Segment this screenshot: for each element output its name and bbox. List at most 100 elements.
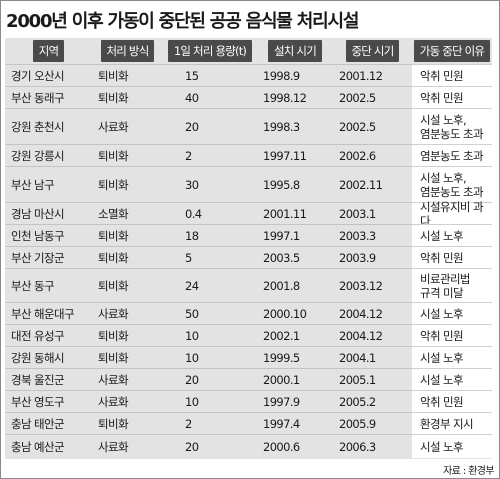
cell-installed: 2001.8 [257, 268, 333, 302]
header-stopped: 중단 시기 [345, 40, 400, 62]
cell-method: 사료화 [92, 434, 163, 458]
cell-stopped: 2003.1 [333, 202, 412, 224]
cell-region: 부산 해운대구 [5, 302, 92, 324]
cell-capacity: 10 [163, 390, 257, 412]
cell-capacity: 10 [163, 324, 257, 346]
cell-installed: 1997.4 [257, 412, 333, 434]
cell-reason: 시설 노후 [412, 346, 492, 368]
cell-capacity: 0.4 [163, 202, 257, 224]
cell-capacity: 10 [163, 346, 257, 368]
cell-stopped: 2005.9 [333, 412, 412, 434]
cell-method: 소멸화 [92, 202, 163, 224]
cell-reason: 악취 민원 [412, 246, 492, 268]
cell-capacity: 2 [163, 144, 257, 166]
cell-stopped: 2003.3 [333, 224, 412, 246]
cell-installed: 2000.10 [257, 302, 333, 324]
cell-region: 충남 예산군 [5, 434, 92, 458]
cell-region: 부산 영도구 [5, 390, 92, 412]
cell-reason: 시설 노후, 염분농도 초과 [412, 108, 492, 144]
cell-stopped: 2003.9 [333, 246, 412, 268]
cell-stopped: 2004.12 [333, 302, 412, 324]
cell-installed: 2003.5 [257, 246, 333, 268]
header-reason: 가동 중단 이유 [413, 40, 491, 62]
header-installed: 설치 시기 [268, 40, 322, 62]
header-region: 지역 [32, 40, 65, 62]
cell-region: 충남 태안군 [5, 412, 92, 434]
cell-method: 사료화 [92, 390, 163, 412]
cell-installed: 2002.1 [257, 324, 333, 346]
cell-region: 부산 기장군 [5, 246, 92, 268]
cell-method: 퇴비화 [92, 224, 163, 246]
cell-region: 부산 동래구 [5, 86, 92, 108]
cell-method: 퇴비화 [92, 324, 163, 346]
cell-region: 인천 남동구 [5, 224, 92, 246]
cell-installed: 1997.1 [257, 224, 333, 246]
cell-installed: 1995.8 [257, 166, 333, 202]
cell-stopped: 2002.5 [333, 108, 412, 144]
cell-method: 퇴비화 [92, 86, 163, 108]
cell-method: 퇴비화 [92, 346, 163, 368]
cell-capacity: 20 [163, 108, 257, 144]
cell-installed: 1998.9 [257, 64, 333, 86]
cell-capacity: 50 [163, 302, 257, 324]
cell-region: 경기 오산시 [5, 64, 92, 86]
cell-reason: 악취 민원 [412, 390, 492, 412]
cell-region: 경남 마산시 [5, 202, 92, 224]
cell-stopped: 2006.3 [333, 434, 412, 458]
cell-region: 강원 강릉시 [5, 144, 92, 166]
cell-stopped: 2002.6 [333, 144, 412, 166]
cell-stopped: 2001.12 [333, 64, 412, 86]
cell-reason: 시설 노후 [412, 368, 492, 390]
cell-region: 경북 울진군 [5, 368, 92, 390]
facility-table: 지역 처리 방식 1일 처리 용량(t) 설치 시기 중단 시기 가동 중단 이… [5, 38, 492, 458]
cell-method: 퇴비화 [92, 144, 163, 166]
cell-stopped: 2005.1 [333, 368, 412, 390]
cell-reason: 염분농도 초과 [412, 144, 492, 166]
cell-method: 퇴비화 [92, 268, 163, 302]
cell-stopped: 2004.12 [333, 324, 412, 346]
cell-method: 퇴비화 [92, 246, 163, 268]
cell-stopped: 2002.5 [333, 86, 412, 108]
cell-installed: 2000.1 [257, 368, 333, 390]
cell-method: 사료화 [92, 302, 163, 324]
cell-method: 퇴비화 [92, 64, 163, 86]
cell-reason: 시설 노후 [412, 434, 492, 458]
cell-method: 사료화 [92, 368, 163, 390]
cell-region: 부산 동구 [5, 268, 92, 302]
cell-installed: 1997.11 [257, 144, 333, 166]
page-title: 2000년 이후 가동이 중단된 공공 음식물 처리시설 [6, 11, 359, 32]
cell-reason: 악취 민원 [412, 86, 492, 108]
cell-reason: 환경부 지시 [412, 412, 492, 434]
cell-stopped: 2002.11 [333, 166, 412, 202]
cell-installed: 1998.12 [257, 86, 333, 108]
cell-reason: 악취 민원 [412, 64, 492, 86]
cell-reason: 비료관리법 규격 미달 [412, 268, 492, 302]
cell-reason: 시설 노후 [412, 302, 492, 324]
cell-installed: 2001.11 [257, 202, 333, 224]
cell-region: 강원 동해시 [5, 346, 92, 368]
cell-region: 부산 남구 [5, 166, 92, 202]
cell-region: 강원 춘천시 [5, 108, 92, 144]
cell-capacity: 40 [163, 86, 257, 108]
cell-installed: 2000.6 [257, 434, 333, 458]
cell-stopped: 2003.12 [333, 268, 412, 302]
cell-reason: 시설 노후, 염분농도 초과 [412, 166, 492, 202]
cell-capacity: 20 [163, 368, 257, 390]
cell-capacity: 5 [163, 246, 257, 268]
cell-capacity: 30 [163, 166, 257, 202]
cell-installed: 1997.9 [257, 390, 333, 412]
cell-reason: 악취 민원 [412, 324, 492, 346]
cell-capacity: 20 [163, 434, 257, 458]
cell-method: 퇴비화 [92, 166, 163, 202]
cell-method: 사료화 [92, 108, 163, 144]
cell-installed: 1999.5 [257, 346, 333, 368]
cell-capacity: 2 [163, 412, 257, 434]
cell-method: 퇴비화 [92, 412, 163, 434]
header-capacity: 1일 처리 용량(t) [167, 40, 253, 62]
source-note: 자료 : 환경부 [443, 466, 495, 477]
cell-stopped: 2004.1 [333, 346, 412, 368]
cell-capacity: 18 [163, 224, 257, 246]
cell-reason: 시설 노후 [412, 224, 492, 246]
cell-capacity: 24 [163, 268, 257, 302]
cell-installed: 1998.3 [257, 108, 333, 144]
